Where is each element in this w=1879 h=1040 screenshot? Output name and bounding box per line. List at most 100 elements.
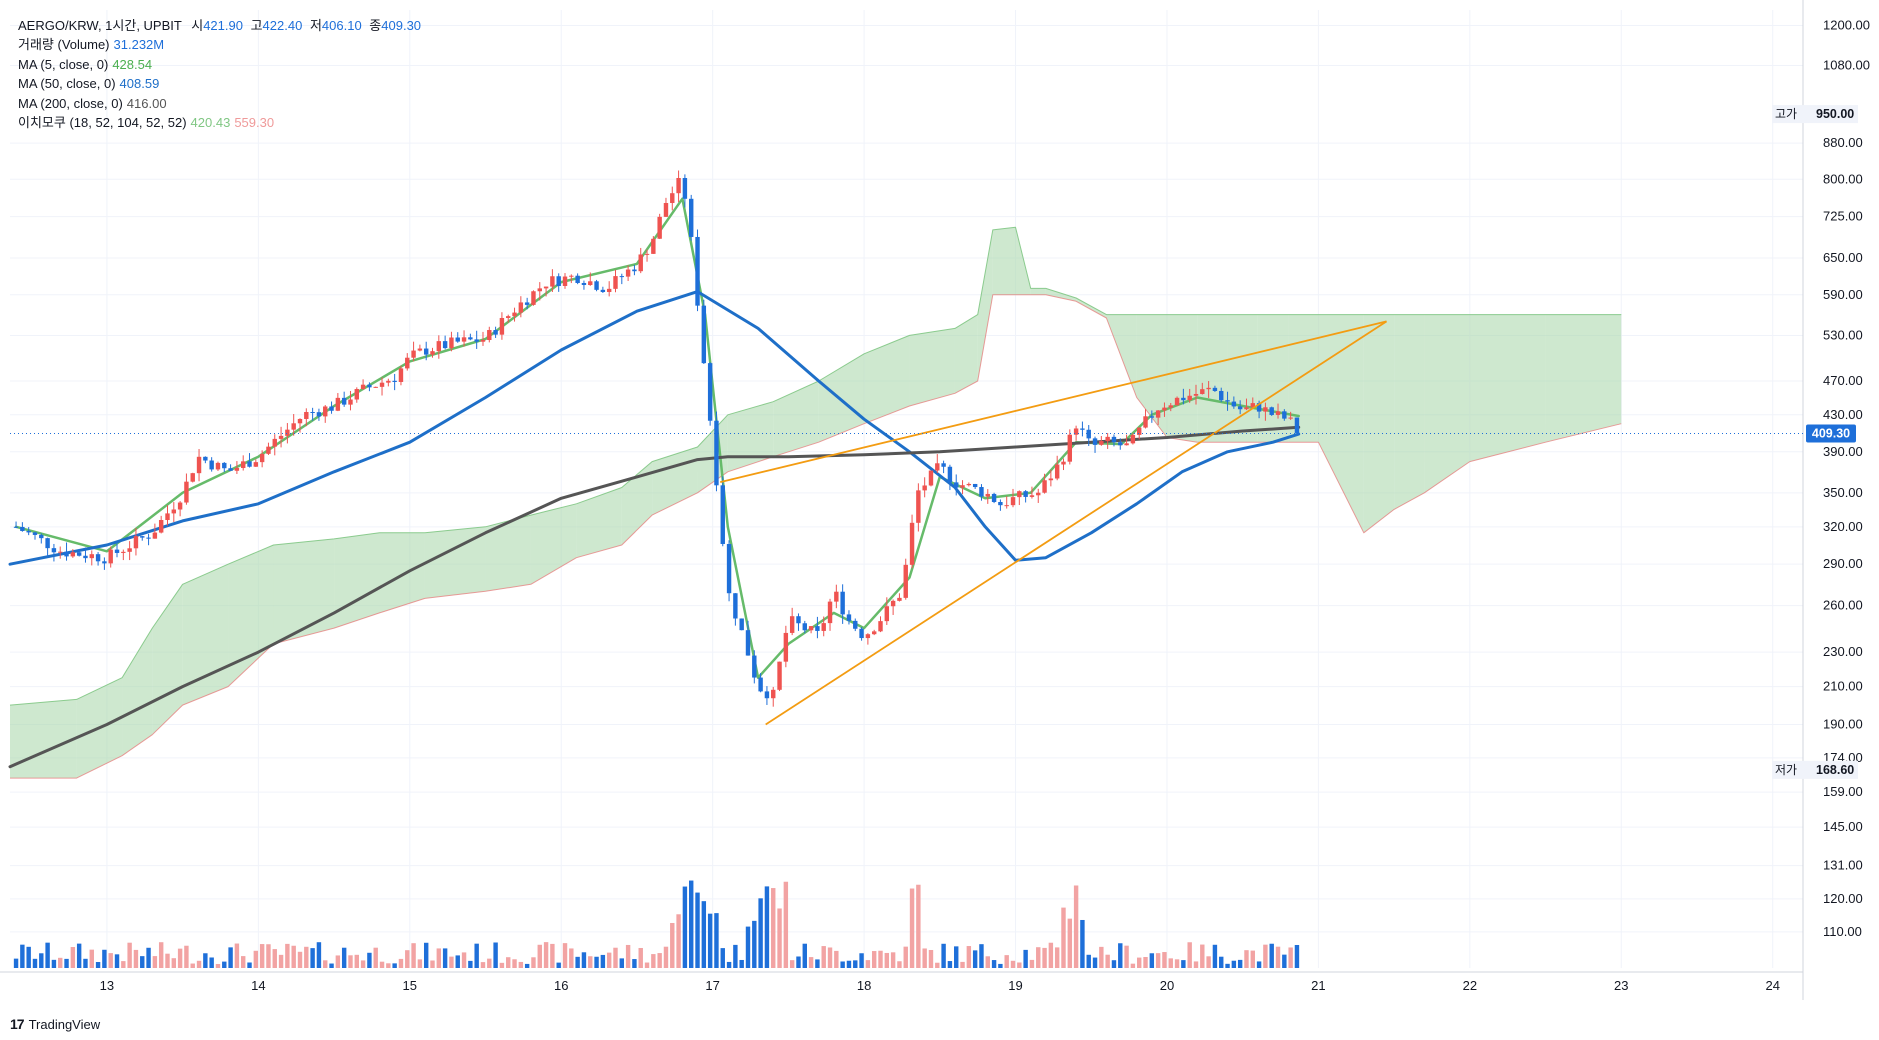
- y-tick-label: 120.00: [1823, 891, 1863, 906]
- candle-body: [1168, 405, 1173, 408]
- volume-row[interactable]: 거래량 (Volume) 31.232M: [18, 35, 421, 54]
- volume-bar: [733, 944, 738, 968]
- candle-body: [783, 632, 789, 662]
- ma200-row[interactable]: MA (200, close, 0) 416.00: [18, 94, 421, 113]
- volume-bar: [121, 961, 126, 968]
- candle-body: [499, 317, 505, 335]
- candle-body: [386, 380, 391, 383]
- candle-body: [1181, 397, 1186, 401]
- cloud-segment: [909, 328, 955, 407]
- price-axis[interactable]: 1200.00 1080.00 880.00 800.00 725.00 650.00 59…: [10, 0, 1870, 1000]
- volume-bar: [1086, 954, 1091, 968]
- candle-body: [329, 406, 334, 411]
- symbol-label: AERGO/KRW, 1시간, UPBIT: [18, 18, 182, 33]
- candle-body: [259, 453, 265, 463]
- volume-bar: [1206, 956, 1211, 968]
- candle-body: [651, 238, 656, 254]
- candle-body: [979, 487, 984, 497]
- volume-bar: [95, 962, 101, 968]
- cloud-segment: [1363, 314, 1395, 533]
- volume-bar: [1143, 957, 1148, 968]
- last-price-tag[interactable]: [1806, 424, 1856, 443]
- candle-body: [1206, 387, 1211, 390]
- y-tick-label: 1080.00: [1823, 57, 1870, 72]
- cloud-segment: [773, 381, 819, 457]
- volume-bar: [815, 959, 820, 968]
- volume-bar: [802, 943, 807, 968]
- ma5-row[interactable]: MA (5, close, 0) 428.54: [18, 55, 421, 74]
- volume-bar: [1061, 907, 1066, 968]
- candle-body: [1193, 393, 1199, 396]
- candle-body: [998, 502, 1003, 506]
- candle-body: [733, 593, 738, 619]
- volume-bar: [695, 892, 700, 968]
- volume-bar: [215, 963, 221, 968]
- candle-body: [114, 549, 120, 553]
- volume-bar: [278, 954, 284, 968]
- volume-bar: [222, 961, 227, 968]
- volume-bar: [51, 959, 57, 968]
- candle-body: [76, 552, 82, 556]
- x-tick-label: 16: [554, 978, 568, 993]
- candle-body: [335, 397, 341, 411]
- volume-bar: [449, 956, 454, 968]
- ichimoku-row[interactable]: 이치모쿠 (18, 52, 104, 52, 52) 420.43 559.30: [18, 113, 421, 132]
- trendline[interactable]: [765, 320, 1388, 726]
- candle-body: [158, 520, 164, 533]
- candle-body: [1105, 436, 1110, 442]
- candle-body: [771, 689, 776, 699]
- x-tick-label: 19: [1008, 978, 1022, 993]
- candle-body: [1092, 438, 1098, 445]
- cloud-segment: [1030, 288, 1046, 295]
- y-tick-label: 470.00: [1823, 373, 1863, 388]
- symbol-row[interactable]: AERGO/KRW, 1시간, UPBIT 시421.90 고422.40 저4…: [18, 16, 421, 35]
- tradingview-brand[interactable]: 17 TradingView: [10, 1016, 100, 1032]
- candle-body: [506, 316, 511, 318]
- volume-bar: [1092, 957, 1098, 968]
- candle-body: [960, 485, 965, 488]
- candle-body: [392, 380, 397, 382]
- volume-bar: [1275, 946, 1281, 968]
- candle-body: [1004, 505, 1009, 507]
- volume-bar: [871, 951, 877, 968]
- ma50-row[interactable]: MA (50, close, 0) 408.59: [18, 74, 421, 93]
- volume-bar: [335, 955, 341, 968]
- time-axis[interactable]: 13 14 15 16 17 18 19 20 21 22 23 24: [0, 971, 1803, 993]
- volume-bar: [1294, 944, 1300, 968]
- volume-bar: [651, 954, 656, 968]
- candle-body: [909, 522, 915, 565]
- volume-bar: [846, 960, 852, 968]
- candle-body: [575, 275, 580, 283]
- volume-bar: [442, 948, 448, 968]
- x-tick-label: 18: [857, 978, 871, 993]
- volume-bar: [998, 963, 1003, 968]
- volume-bar: [1200, 944, 1205, 968]
- candle-body: [278, 435, 284, 439]
- volume-bar: [916, 884, 921, 968]
- volume-bar: [1174, 959, 1180, 968]
- candle-body: [1237, 406, 1243, 410]
- session-low-tag-label: 저가: [1775, 763, 1797, 777]
- volume-bar: [638, 947, 643, 968]
- volume-bar: [127, 942, 132, 968]
- volume-bar: [58, 957, 63, 968]
- volume-bar: [1149, 953, 1155, 968]
- candle-body: [1061, 461, 1066, 465]
- candle-body: [789, 616, 795, 633]
- volume-bar: [423, 942, 429, 968]
- trendlines[interactable]: [720, 320, 1388, 726]
- candle-body: [1136, 427, 1142, 435]
- candle-body: [417, 348, 423, 351]
- candle-body: [1288, 417, 1293, 419]
- volume-bar: [1162, 952, 1167, 968]
- volume-bar: [909, 888, 915, 968]
- candle-body: [1099, 441, 1104, 445]
- candle-body: [1294, 417, 1300, 434]
- volume-bar: [594, 956, 599, 968]
- trendline[interactable]: [720, 320, 1387, 484]
- volume-bar: [373, 947, 378, 968]
- volume-bar: [203, 953, 208, 968]
- candle-body: [108, 549, 113, 564]
- grid: [10, 10, 1803, 968]
